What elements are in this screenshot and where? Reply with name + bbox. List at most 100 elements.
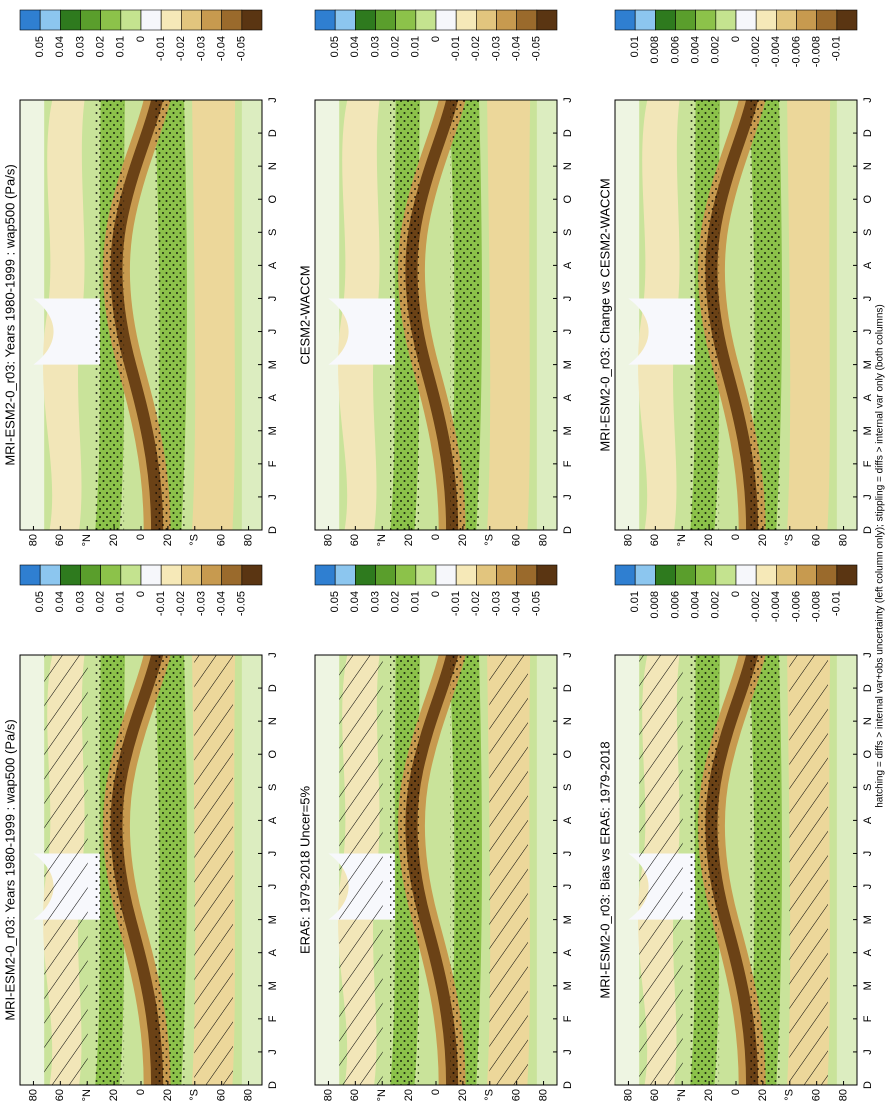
field-plot [315,100,557,530]
footnote: hatching = diffs > internal var+obs unce… [875,304,886,808]
colorbar-box [415,9,437,31]
colorbar-label: -0.03 [195,36,207,61]
colorbar-label: 0 [135,36,147,42]
x-tick-label: D [862,1081,874,1089]
colorbar-label: 0.04 [54,591,66,612]
y-tick-label: 60 [216,1089,228,1101]
stippling [750,100,780,530]
panel-title: MRI-ESM2-0_r03: Change vs CESM2-WACCM [597,178,612,451]
colorbar-box [816,564,838,586]
x-tick-label: S [862,229,874,236]
colorbar-box [181,9,202,31]
y-tick-label: 20 [457,1089,469,1101]
x-tick-label: M [562,981,574,990]
y-tick-label: 20 [703,1089,715,1101]
y-tick-label: °N [676,1089,688,1101]
colorbar-label: -0.01 [450,36,462,61]
y-tick-label: 0 [135,1089,147,1095]
y-tick-label: 20 [162,1089,174,1101]
colorbar-label: -0.02 [175,591,187,616]
colorbar-label: -0.008 [811,591,823,622]
x-tick-label: D [562,1081,574,1089]
colorbar-label: 0 [730,36,742,42]
y-tick-label: 60 [811,1089,823,1101]
colorbar-box [715,564,737,586]
x-tick-label: J [562,494,574,500]
colorbar-box [100,564,122,586]
x-tick-label: D [267,684,279,692]
x-tick-label: F [267,460,279,467]
y-tick-label: 0 [135,534,147,540]
x-tick-label: J [862,97,874,103]
x-tick-label: F [267,1015,279,1022]
y-tick-label: 80 [622,534,634,546]
colorbar-box [80,9,101,31]
colorbar-label: -0.004 [770,36,782,67]
colorbar-label: 0.03 [369,591,381,612]
x-tick-label: A [267,261,279,269]
y-tick-label: 20 [403,534,415,546]
x-tick-label: D [862,684,874,692]
colorbar-box [816,9,838,31]
colorbar-label: 0.004 [690,36,702,64]
x-tick-label: D [562,129,574,137]
colorbar-box [415,564,437,586]
x-tick-label: J [267,494,279,500]
x-tick-label: M [267,426,279,435]
x-tick-label: J [562,884,574,890]
colorbar-label: 0.03 [74,36,86,57]
panel-title: CESM2-WACCM [297,265,312,364]
x-tick-label: F [862,460,874,467]
stippling [390,655,420,1085]
colorbar-label: -0.05 [236,591,248,616]
colorbar-box [735,9,757,31]
hatching [639,655,683,1085]
panel: ERA5: 1979-2018 Uncer=5% D J F M A M J J A S O N D J 80… [297,564,574,1101]
colorbar-label: 0.008 [649,36,661,64]
x-tick-label: F [562,1015,574,1022]
colorbar-label: -0.01 [155,36,167,61]
colorbar-label: 0.05 [34,591,46,612]
colorbar-label: -0.006 [790,36,802,67]
colorbar-label: -0.01 [450,591,462,616]
colorbar-label: 0.05 [34,36,46,57]
colorbar-label: 0.01 [115,36,127,57]
y-tick-label: 60 [649,1089,661,1101]
colorbar-box [476,564,497,586]
y-tick-label: 80 [27,1089,39,1101]
colorbar-box [614,9,636,31]
colorbar-box [496,9,517,31]
y-tick-label: 20 [162,534,174,546]
y-tick-label: 60 [811,534,823,546]
x-tick-label: J [267,1049,279,1055]
colorbar-label: -0.04 [216,36,228,61]
colorbar-box [19,564,41,586]
colorbar-box [375,564,396,586]
colorbar-box [634,564,656,586]
colorbar-box [39,9,61,31]
y-tick-label: 60 [511,534,523,546]
x-tick-label: O [267,195,279,204]
y-tick-label: 20 [757,534,769,546]
x-tick-label: M [562,360,574,369]
colorbar-label: 0.004 [690,591,702,619]
colorbar-box [455,9,477,31]
x-tick-label: A [267,393,279,401]
x-tick-label: J [267,884,279,890]
y-tick-label: °N [81,534,93,546]
colorbar-box [140,564,162,586]
colorbar-box [496,564,517,586]
colorbar-box [314,564,336,586]
x-tick-label: J [562,296,574,302]
x-tick-label: J [862,296,874,302]
y-tick-label: 80 [837,534,849,546]
x-tick-label: J [562,97,574,103]
colorbar-label: 0.02 [390,591,402,612]
colorbar-box [241,564,263,586]
y-tick-label: 80 [537,534,549,546]
colorbar-box [655,9,676,31]
x-tick-label: O [862,750,874,759]
colorbar-label: -0.01 [155,591,167,616]
colorbar-box [735,564,757,586]
y-tick-label: °N [376,534,388,546]
